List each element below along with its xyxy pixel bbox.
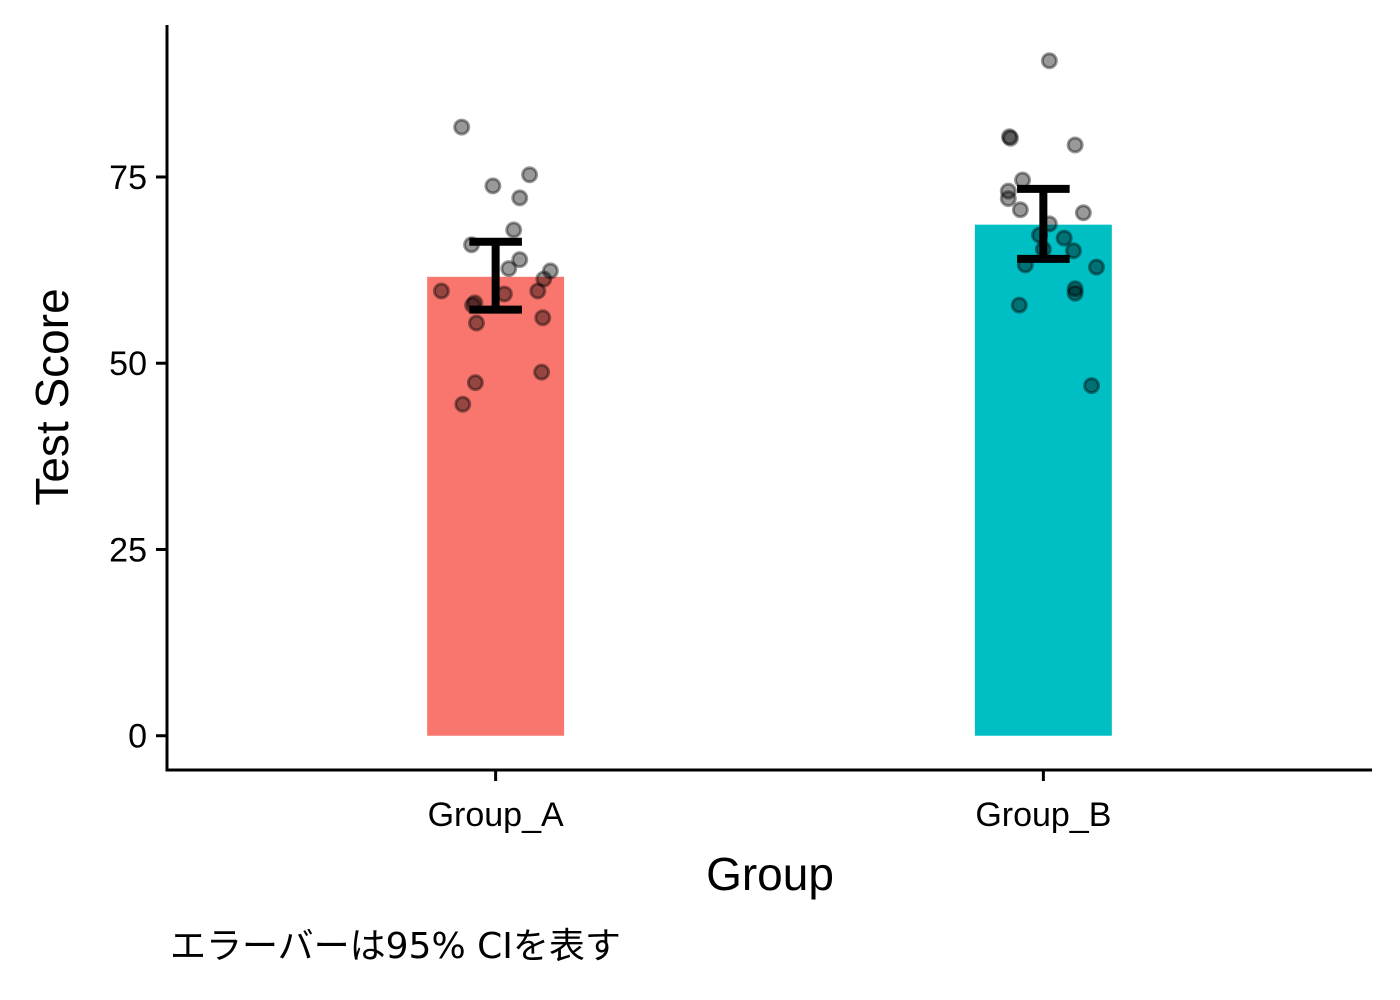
data-point xyxy=(1066,136,1084,154)
data-point xyxy=(1000,128,1018,146)
x-tick-label: Group_B xyxy=(975,796,1111,834)
data-point xyxy=(521,166,539,184)
bar-Group_B xyxy=(974,224,1112,736)
data-point xyxy=(466,374,484,392)
data-point xyxy=(1040,52,1058,70)
data-point xyxy=(511,189,529,207)
data-point xyxy=(529,282,547,300)
axes: Group_A Group_B 0 25 50 75 xyxy=(109,25,1372,834)
data-point xyxy=(511,251,529,269)
data-point xyxy=(453,118,471,136)
data-point xyxy=(454,395,472,413)
data-point xyxy=(1087,258,1105,276)
data-point xyxy=(1074,204,1092,222)
caption: エラーバーは95% CIを表す xyxy=(170,926,621,967)
data-point xyxy=(1002,129,1019,147)
data-point xyxy=(1011,201,1029,219)
data-point xyxy=(1066,280,1084,298)
data-point xyxy=(1064,242,1082,260)
data-point xyxy=(500,260,518,278)
jitter-points xyxy=(432,52,1105,413)
data-point xyxy=(534,309,552,327)
y-tick-label: 50 xyxy=(109,345,147,383)
data-point xyxy=(1055,229,1073,247)
data-point xyxy=(541,262,559,280)
y-tick-label: 0 xyxy=(128,718,147,756)
data-point xyxy=(432,282,450,300)
data-point xyxy=(1010,296,1028,314)
y-tick-label: 75 xyxy=(109,159,147,197)
data-point xyxy=(999,182,1017,200)
data-point xyxy=(533,363,551,381)
y-axis-title: Test Score xyxy=(26,288,78,505)
error-bars xyxy=(469,184,1070,314)
data-point xyxy=(467,314,485,332)
data-point xyxy=(1083,377,1101,395)
y-tick-label: 25 xyxy=(109,531,147,569)
x-tick-label: Group_A xyxy=(428,796,564,834)
data-point xyxy=(505,221,523,239)
data-point xyxy=(535,270,553,288)
data-point xyxy=(1066,284,1084,302)
bar-Group_A xyxy=(427,276,565,736)
x-axis-title: Group xyxy=(706,848,834,900)
bars xyxy=(427,224,1112,736)
data-point xyxy=(1014,171,1032,189)
data-point xyxy=(484,177,502,195)
data-point xyxy=(999,190,1017,208)
